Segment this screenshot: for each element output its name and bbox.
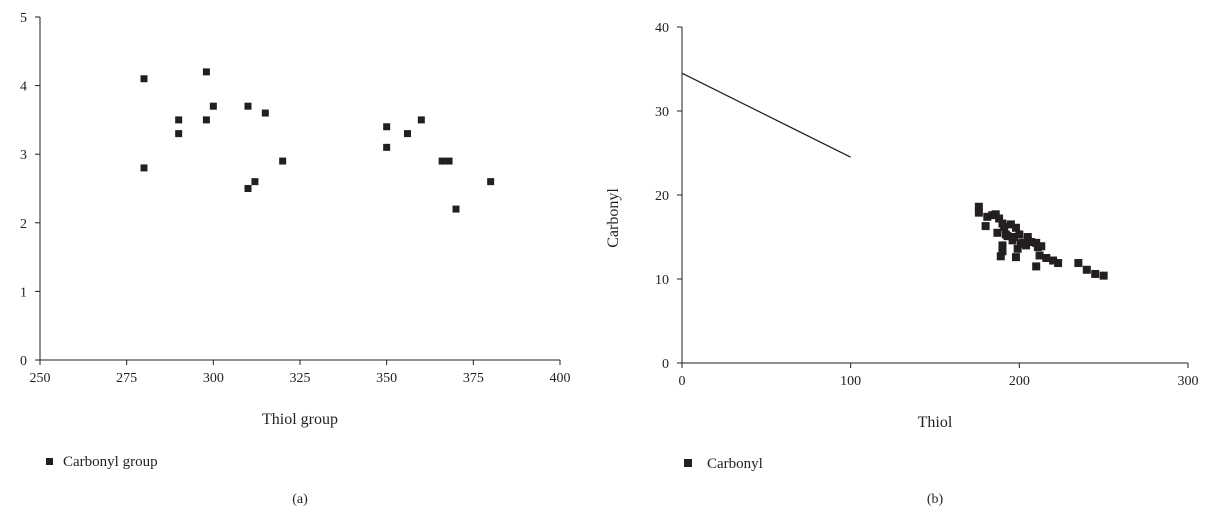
chart-a-data-point: [202, 68, 210, 76]
chart-b-data-point: [1015, 230, 1024, 239]
chart-b-data-point: [1010, 233, 1019, 241]
chart-b-data-point: [1032, 262, 1041, 271]
chart-a-y-tick-label: 5: [20, 11, 27, 26]
chart-a-x-tick-label: 325: [290, 371, 311, 386]
chart-b-data-point: [1027, 238, 1036, 247]
chart-b-y-tick-label: 40: [655, 21, 669, 36]
chart-a-panel-label: (a): [292, 492, 308, 507]
chart-a-data-point: [438, 157, 446, 165]
chart-a-data-point: [383, 143, 391, 151]
chart-a-y-tick-label: 0: [20, 354, 27, 369]
chart-b-x-ticks: 0 100 200 300: [679, 363, 1199, 389]
chart-a: 250 275 300 325 350 375 400 0 1 2 3 4 5 Thiol group…: [20, 11, 571, 507]
chart-b-data-point: [974, 208, 983, 217]
chart-b-y-axis-label: Carbonyl: [605, 188, 622, 248]
chart-b-data-point: [1013, 244, 1022, 253]
chart-b-data-point: [1032, 238, 1041, 247]
chart-b-x-tick-label: 0: [679, 374, 686, 389]
chart-a-x-tick-label: 400: [550, 371, 571, 386]
chart-b-data-point: [998, 241, 1007, 250]
chart-b-data-point: [1000, 222, 1009, 231]
chart-b-data-point: [1054, 259, 1063, 268]
chart-a-y-tick-label: 3: [20, 148, 27, 163]
chart-b-x-tick-label: 100: [840, 374, 861, 389]
chart-b-panel-label: (b): [927, 492, 944, 507]
chart-a-x-axis-label: Thiol group: [262, 411, 338, 428]
chart-b-data-point: [991, 210, 1000, 219]
chart-a-data-point: [452, 205, 460, 213]
chart-b-x-tick-label: 200: [1009, 374, 1030, 389]
chart-a-x-tick-label: 300: [203, 371, 224, 386]
chart-a-data-point: [445, 157, 453, 165]
chart-a-data-point: [487, 178, 495, 186]
chart-b-data-point: [1082, 265, 1091, 274]
chart-a-data-point: [202, 116, 210, 124]
chart-a-data-point: [403, 130, 411, 138]
chart-a-data-point: [244, 102, 252, 110]
chart-b-legend-marker: [684, 459, 692, 467]
chart-b-data-point: [1023, 233, 1032, 241]
chart-b-data-point: [993, 228, 1002, 237]
chart-a-data-point: [279, 157, 287, 165]
chart-a-data-point: [175, 130, 183, 138]
chart-a-x-tick-label: 275: [116, 371, 137, 386]
chart-b-data-point: [1011, 253, 1020, 262]
chart-a-y-tick-label: 4: [20, 80, 27, 95]
chart-b-data-point: [1022, 241, 1031, 250]
chart-a-data-point: [209, 102, 217, 110]
chart-b-data-point: [983, 212, 992, 221]
chart-a-data-point: [383, 123, 391, 131]
chart-b-data-point: [1091, 269, 1100, 278]
chart-a-legend-label: Carbonyl group: [63, 454, 158, 470]
chart-a-y-ticks: 0 1 2 3 4 5: [20, 11, 40, 369]
chart-b-line: [681, 72, 851, 158]
chart-a-x-tick-label: 375: [463, 371, 484, 386]
chart-b-data-point: [1011, 223, 1020, 232]
chart-b-data-point: [1074, 259, 1083, 268]
chart-b-legend-label: Carbonyl: [707, 456, 763, 472]
chart-b-data-point: [998, 247, 1007, 256]
chart-b-data-point: [995, 214, 1004, 223]
chart-a-data-point: [140, 164, 148, 172]
chart-b-data-point: [1042, 254, 1051, 262]
chart-a-data-point: [251, 178, 259, 186]
chart-a-x-tick-label: 350: [376, 371, 397, 386]
chart-b-x-tick-label: 300: [1178, 374, 1199, 389]
chart-b: 0 100 200 300 0 10 20 30 40 Thiol Carbonyl Carb…: [605, 21, 1199, 507]
chart-a-data-point: [175, 116, 183, 124]
chart-b-data-point: [996, 252, 1005, 261]
chart-a-data-point: [261, 109, 269, 117]
chart-b-y-tick-label: 0: [662, 357, 669, 372]
chart-b-data-point: [1037, 242, 1046, 251]
chart-b-line-segment: [681, 72, 851, 158]
chart-b-data-point: [1006, 220, 1015, 229]
chart-a-data-point: [417, 116, 425, 124]
chart-a-x-tick-label: 250: [30, 371, 51, 386]
chart-b-data-point: [1049, 256, 1058, 265]
chart-a-data-point: [244, 185, 252, 192]
chart-b-data-point: [1035, 251, 1044, 260]
chart-a-points: [140, 68, 495, 213]
chart-a-y-tick-label: 2: [20, 217, 27, 232]
chart-b-x-axis-label: Thiol: [918, 414, 953, 431]
chart-b-y-ticks: 0 10 20 30 40: [655, 21, 682, 372]
chart-b-y-tick-label: 30: [655, 105, 669, 120]
chart-b-data-point: [974, 202, 983, 211]
chart-a-legend-marker: [46, 458, 53, 465]
chart-b-data-point: [1003, 232, 1012, 241]
chart-b-y-tick-label: 10: [655, 273, 669, 288]
chart-a-data-point: [140, 75, 148, 83]
chart-b-data-point: [981, 222, 990, 231]
chart-a-y-tick-label: 1: [20, 285, 27, 300]
chart-a-x-ticks: 250 275 300 325 350 375 400: [30, 360, 571, 386]
chart-b-y-tick-label: 20: [655, 189, 669, 204]
chart-b-points: [974, 202, 1108, 280]
chart-b-data-point: [1099, 271, 1108, 280]
